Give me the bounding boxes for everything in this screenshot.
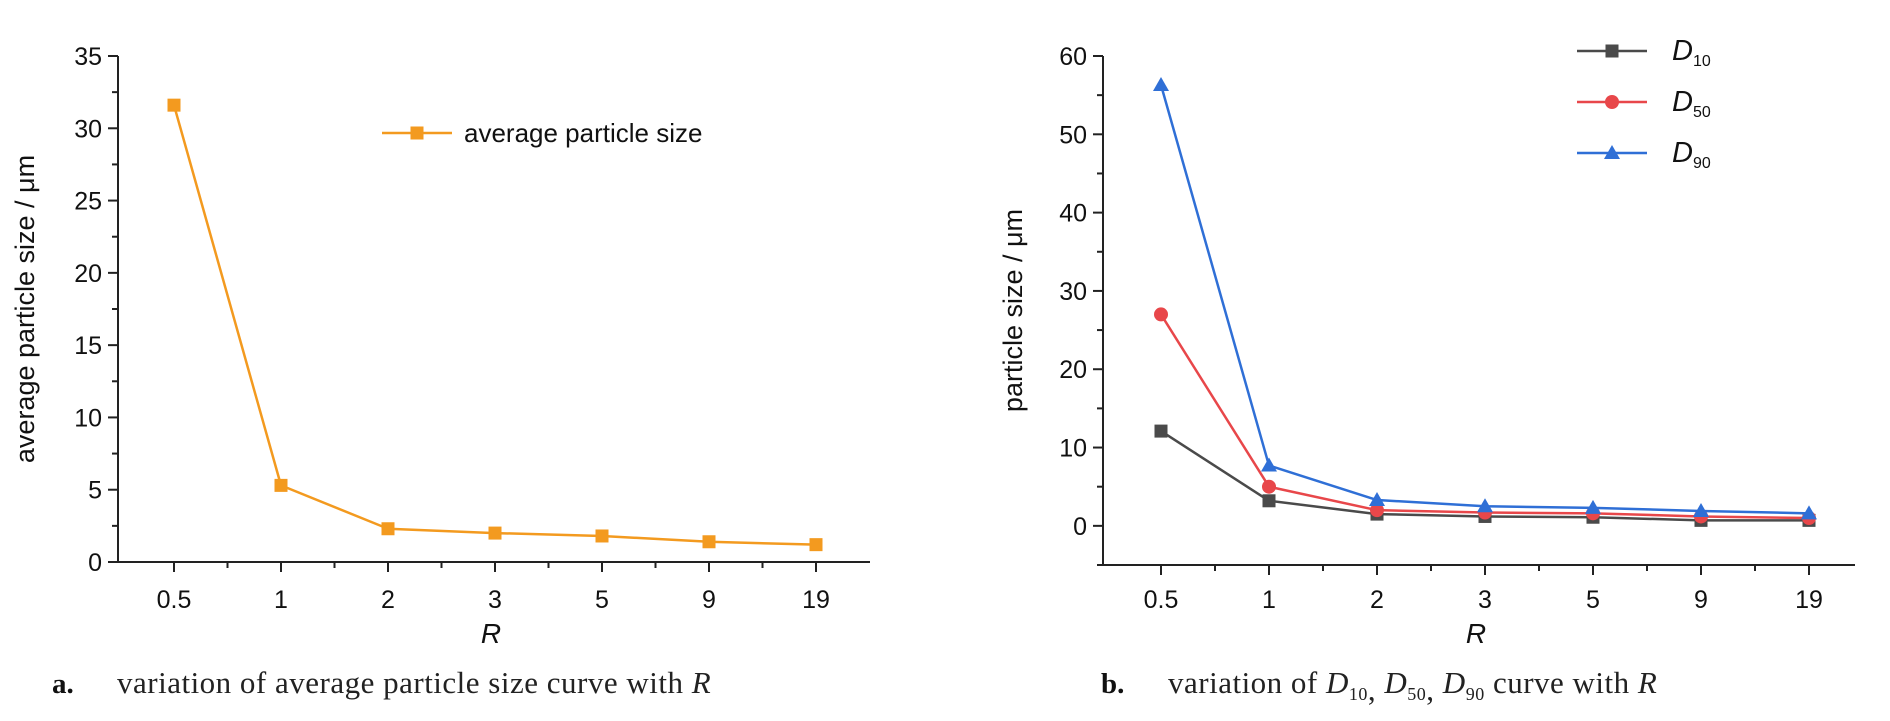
chart-b-d10-d50-d90: 0 10 20 30 40 50 60 0.5 1 2 3 5 9 19 particle size / μ… xyxy=(998,35,1855,707)
b-data-point xyxy=(1154,307,1168,322)
b-data-point xyxy=(1154,424,1168,438)
a-x-tick-label: 9 xyxy=(702,586,716,614)
a-data-point xyxy=(274,478,288,492)
b-data-point xyxy=(1369,492,1385,507)
a-x-tick-label: 3 xyxy=(488,586,502,614)
a-x-tick-label: 19 xyxy=(802,586,830,614)
a-x-tick-label: 1 xyxy=(274,586,288,614)
b-legend-label: D10 xyxy=(1672,35,1711,70)
a-data-point xyxy=(809,538,823,552)
a-y-tick-label: 5 xyxy=(88,477,102,505)
b-legend-label: D90 xyxy=(1672,137,1711,172)
b-x-tick-label: 3 xyxy=(1478,586,1492,614)
a-y-tick-label: 35 xyxy=(74,43,102,71)
b-caption-text: variation of D10, D50, D90 curve with R xyxy=(1168,665,1657,707)
b-y-tick-label: 20 xyxy=(1059,356,1087,384)
b-series-line-90 xyxy=(1159,84,1810,515)
a-y-tick-label: 0 xyxy=(88,549,102,577)
a-y-tick-label: 15 xyxy=(74,332,102,360)
b-x-tick-label: 9 xyxy=(1694,586,1708,614)
a-y-tick-label: 30 xyxy=(74,115,102,143)
a-x-tick-label: 5 xyxy=(595,586,609,614)
b-x-tick-label: 0.5 xyxy=(1144,586,1179,614)
a-data-point xyxy=(702,535,716,549)
b-caption-letter: b. xyxy=(1101,668,1124,700)
b-y-tick-label: 0 xyxy=(1073,513,1087,541)
a-caption-text: variation of average particle size curve… xyxy=(117,665,711,700)
b-legend-marker xyxy=(1605,95,1619,109)
a-y-tick-label: 10 xyxy=(74,404,102,432)
b-data-point xyxy=(1585,499,1601,514)
b-data-point xyxy=(1370,503,1384,518)
a-legend-label: average particle size xyxy=(464,118,702,148)
b-x-tick-label: 1 xyxy=(1262,586,1276,614)
a-y-axis-title: average particle size / μm xyxy=(10,155,40,463)
a-y-tick-label: 20 xyxy=(74,260,102,288)
b-data-point xyxy=(1261,457,1277,472)
a-x-tick-label: 0.5 xyxy=(157,586,192,614)
b-y-tick-label: 40 xyxy=(1059,200,1087,228)
a-legend-marker xyxy=(410,126,424,140)
b-data-point xyxy=(1153,76,1169,91)
b-legend-marker xyxy=(1604,145,1620,159)
a-caption-letter: a. xyxy=(52,668,74,700)
a-data-point xyxy=(381,522,395,536)
b-data-point xyxy=(1262,494,1276,508)
b-x-axis-title: R xyxy=(1466,618,1486,649)
b-y-axis-title: particle size / μm xyxy=(998,209,1028,412)
b-legend-marker xyxy=(1605,44,1619,58)
a-y-tick-label: 25 xyxy=(74,188,102,216)
a-data-point xyxy=(488,526,502,540)
a-x-axis-title: R xyxy=(481,618,501,649)
b-y-tick-label: 10 xyxy=(1059,435,1087,463)
b-y-tick-label: 30 xyxy=(1059,278,1087,306)
b-legend-label: D50 xyxy=(1672,86,1711,121)
b-data-point xyxy=(1801,505,1817,520)
b-data-point xyxy=(1477,498,1493,513)
b-data-point xyxy=(1262,479,1276,494)
a-series-line-avg xyxy=(172,104,817,546)
b-x-tick-label: 5 xyxy=(1586,586,1600,614)
b-y-tick-label: 50 xyxy=(1059,121,1087,149)
b-data-point xyxy=(1693,502,1709,517)
a-data-point xyxy=(595,529,609,543)
a-data-point xyxy=(167,98,181,112)
b-series-line-50 xyxy=(1159,313,1810,520)
b-x-tick-label: 2 xyxy=(1370,586,1384,614)
a-x-tick-label: 2 xyxy=(381,586,395,614)
b-y-tick-label: 60 xyxy=(1059,43,1087,71)
b-x-tick-label: 19 xyxy=(1795,586,1823,614)
